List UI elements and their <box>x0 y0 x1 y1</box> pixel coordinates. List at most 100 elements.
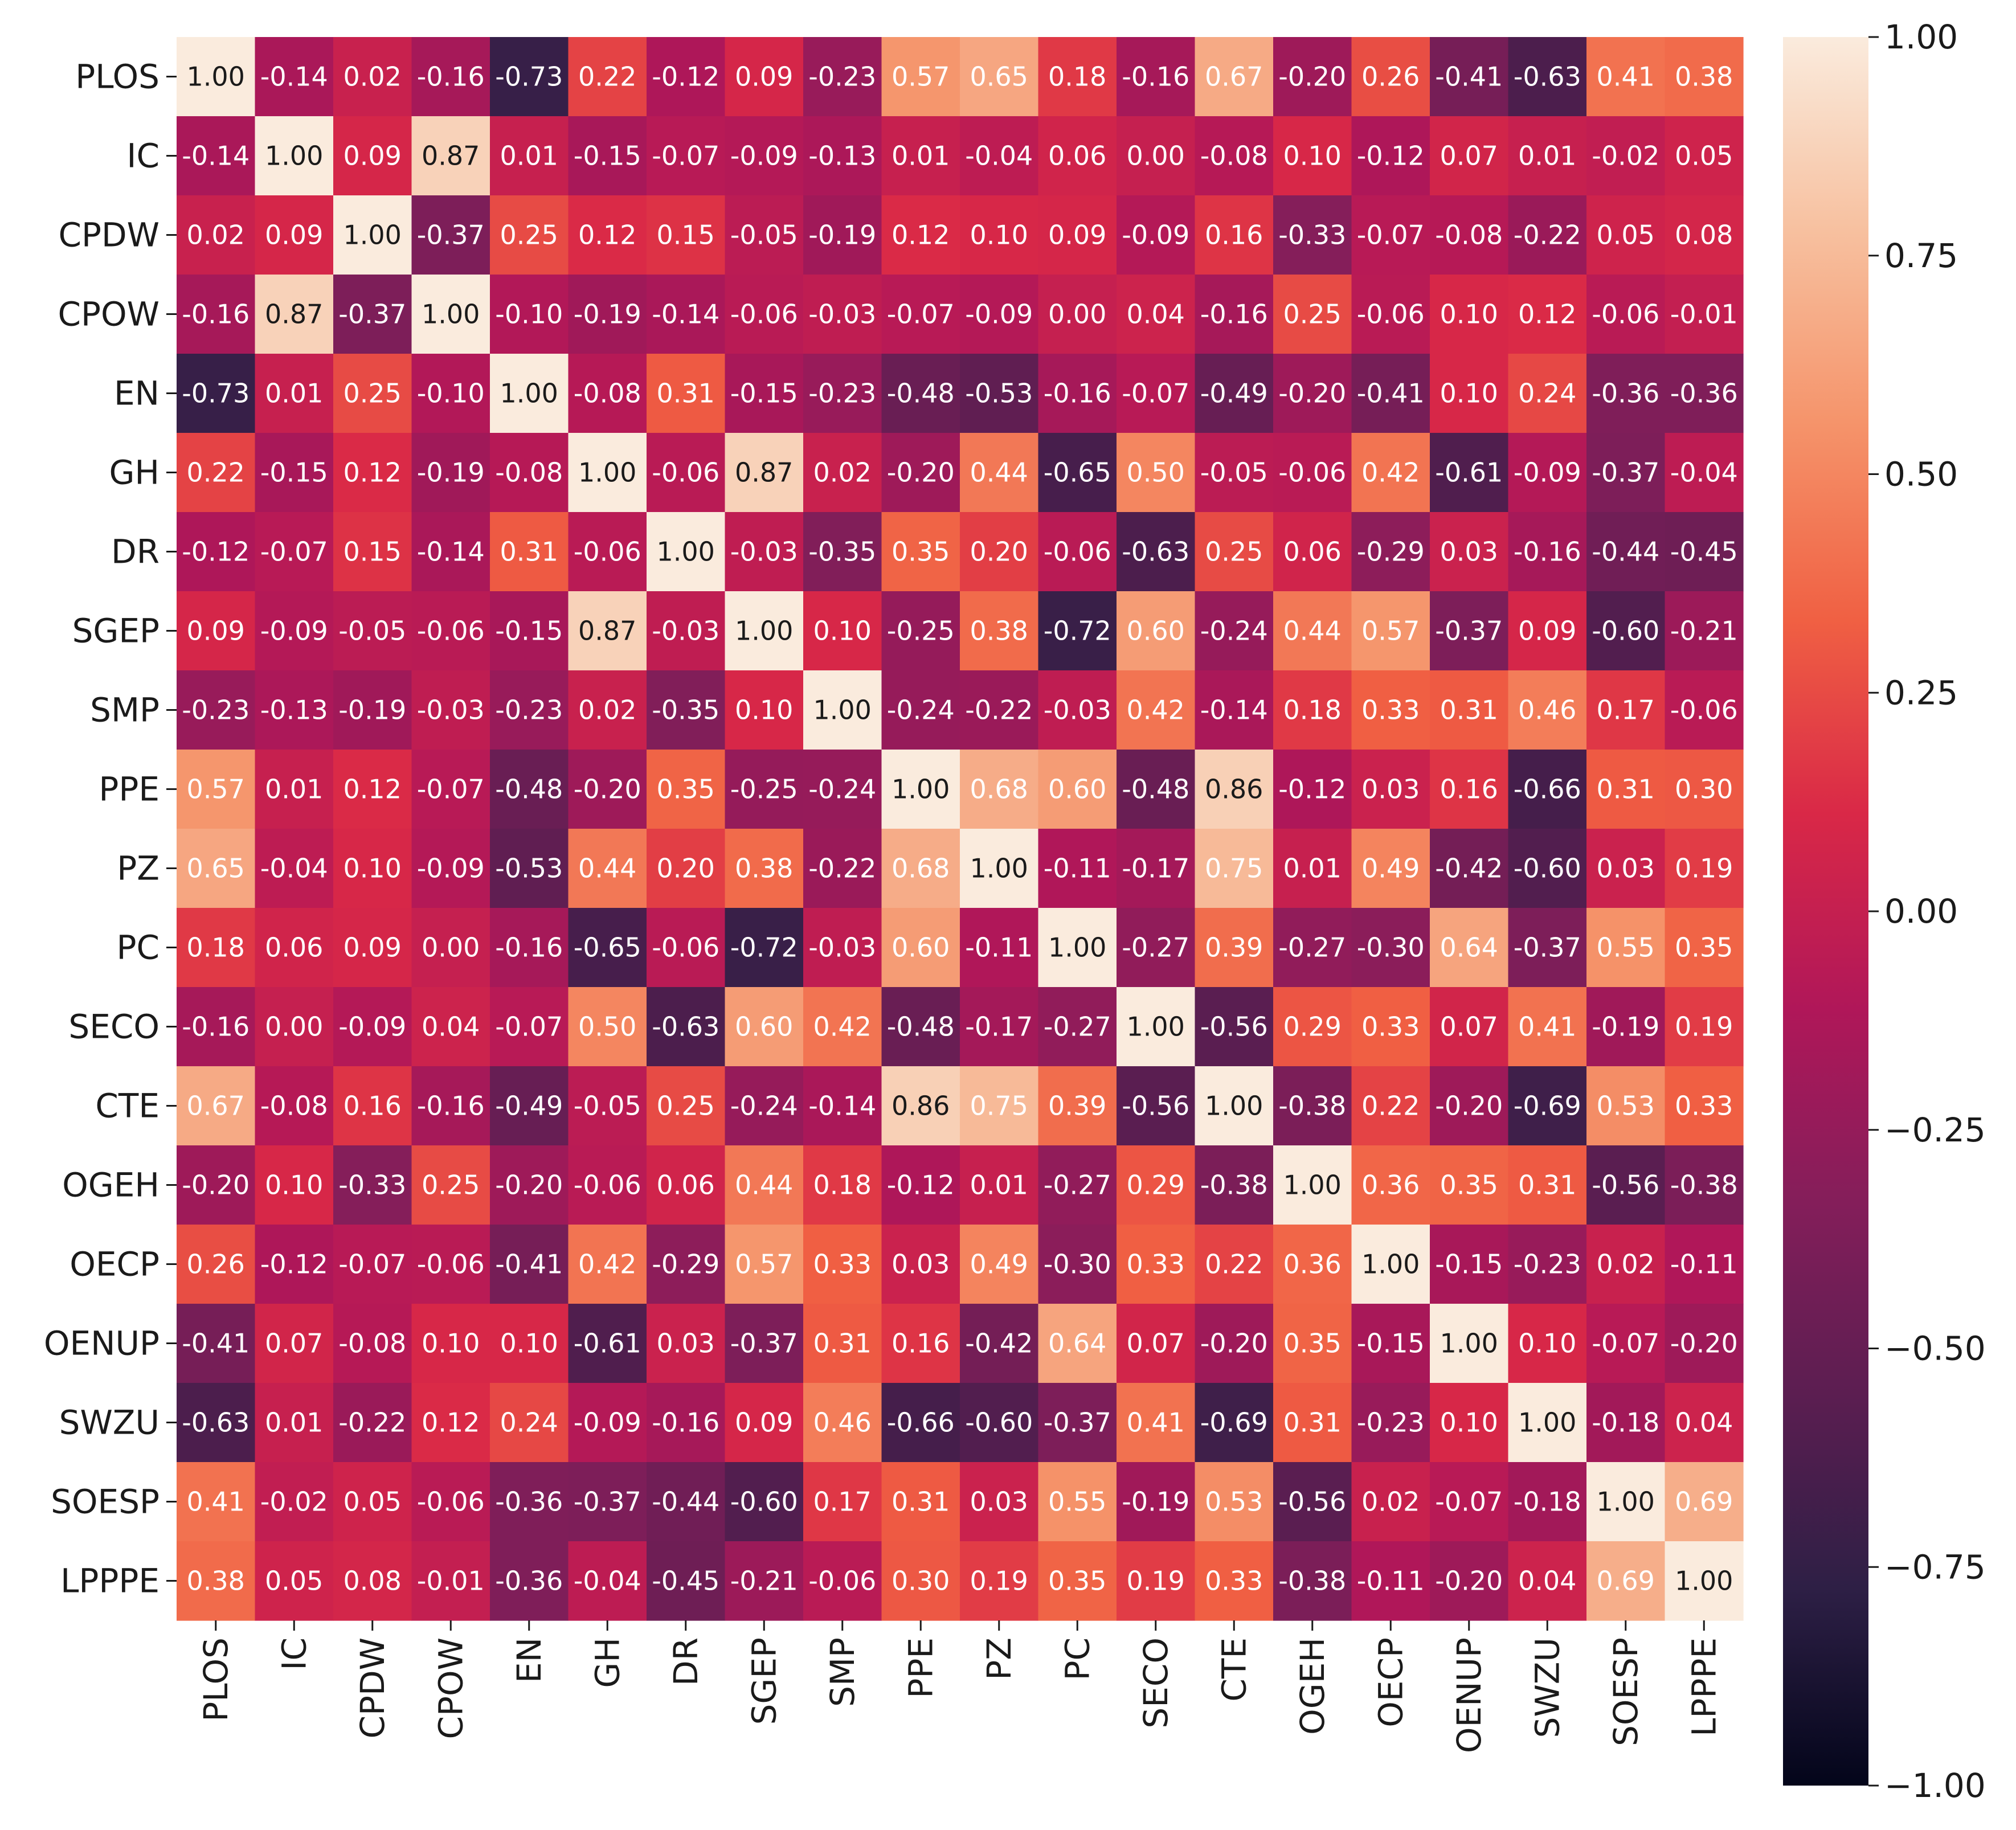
heatmap-cell <box>490 908 569 988</box>
heatmap-cell <box>411 512 490 592</box>
heatmap-cell <box>1430 1304 1509 1383</box>
heatmap-cell <box>960 1225 1039 1304</box>
heatmap-cell <box>1430 829 1509 908</box>
heatmap-cell <box>1273 987 1352 1067</box>
heatmap-cell <box>1351 354 1430 433</box>
heatmap-cell <box>960 750 1039 829</box>
cell-value-label: 0.36 <box>1361 1170 1420 1201</box>
heatmap-cell <box>568 1145 647 1225</box>
heatmap-cell <box>1430 1145 1509 1225</box>
heatmap-cell <box>1586 116 1666 196</box>
cell-value-label: 0.29 <box>1283 1012 1342 1042</box>
heatmap-cell <box>333 433 412 513</box>
heatmap-cell <box>1586 37 1666 117</box>
heatmap-cell <box>1038 1066 1117 1146</box>
heatmap-cell <box>647 1304 726 1383</box>
heatmap-cell <box>881 987 960 1067</box>
x-tick-label: EN <box>510 1637 549 1683</box>
heatmap-cell <box>803 1541 882 1621</box>
cell-value-label: -0.21 <box>1670 616 1738 646</box>
cell-value-label: -0.24 <box>730 1091 798 1121</box>
heatmap-cell <box>1351 829 1430 908</box>
heatmap-cell <box>1117 512 1196 592</box>
heatmap-cell <box>1273 1541 1352 1621</box>
heatmap-cell <box>177 1541 256 1621</box>
heatmap-cell <box>1586 829 1666 908</box>
cell-value-label: -0.09 <box>417 853 485 884</box>
cell-value-label: -0.03 <box>417 695 485 726</box>
x-tick-label: PPE <box>901 1637 940 1698</box>
cell-value-label: -0.13 <box>260 695 328 726</box>
heatmap-cell <box>725 829 804 908</box>
heatmap-cell <box>490 37 569 117</box>
heatmap-cell <box>1117 1304 1196 1383</box>
cell-value-label: -0.60 <box>965 1407 1033 1438</box>
heatmap-cell <box>1665 195 1744 275</box>
cell-value-label: -0.30 <box>1357 932 1425 963</box>
cell-value-label: 0.87 <box>265 299 323 330</box>
heatmap-cell <box>881 1462 960 1542</box>
heatmap-cell <box>1430 195 1509 275</box>
cell-value-label: 0.31 <box>1597 774 1655 805</box>
cell-value-label: -0.20 <box>495 1170 563 1201</box>
heatmap-cell <box>1273 1066 1352 1146</box>
heatmap-cell <box>1273 591 1352 671</box>
heatmap-cell <box>1665 1225 1744 1304</box>
colorbar-tick-label: 0.75 <box>1884 236 1958 275</box>
cell-value-label: -0.20 <box>1435 1566 1503 1596</box>
cell-value-label: -0.29 <box>1357 537 1425 567</box>
x-tick-label: OENUP <box>1450 1637 1489 1753</box>
heatmap-cell <box>1508 1383 1587 1463</box>
heatmap-cell <box>411 591 490 671</box>
cell-value-label: 0.12 <box>422 1407 480 1438</box>
x-tick-label: CPOW <box>431 1637 470 1739</box>
heatmap-cell <box>490 1304 569 1383</box>
cell-value-label: -0.12 <box>652 62 719 92</box>
heatmap-cell <box>1038 1225 1117 1304</box>
cell-value-label: -0.29 <box>652 1249 719 1280</box>
cell-value-label: 0.20 <box>657 853 715 884</box>
heatmap-cell <box>177 433 256 513</box>
heatmap-cell <box>647 433 726 513</box>
cell-value-label: 0.07 <box>1127 1328 1185 1359</box>
heatmap-cell <box>490 195 569 275</box>
heatmap-cell <box>1430 354 1509 433</box>
heatmap-cell <box>1195 1225 1274 1304</box>
cell-value-label: -0.19 <box>338 695 406 726</box>
heatmap-cell <box>1508 1541 1587 1621</box>
heatmap-cell <box>568 1383 647 1463</box>
x-tick-label: GH <box>588 1637 627 1688</box>
y-tick-label: PC <box>117 928 160 967</box>
heatmap-cell <box>1351 433 1430 513</box>
cell-value-label: 0.22 <box>1205 1249 1263 1280</box>
y-tick-label: CPOW <box>58 295 160 334</box>
heatmap-cell <box>490 750 569 829</box>
heatmap-cell <box>1195 1304 1274 1383</box>
cell-value-label: -0.09 <box>260 616 328 646</box>
cell-value-label: -0.73 <box>182 378 250 409</box>
heatmap-cell <box>177 670 256 750</box>
cell-value-label: -0.03 <box>808 299 876 330</box>
cell-value-label: -0.07 <box>1592 1328 1659 1359</box>
cell-value-label: 0.09 <box>1518 616 1576 646</box>
cell-value-label: -0.07 <box>260 537 328 567</box>
cell-value-label: -0.41 <box>182 1328 250 1359</box>
cell-value-label: 0.39 <box>1048 1091 1106 1121</box>
heatmap-cell <box>881 1066 960 1146</box>
heatmap-cell <box>1665 116 1744 196</box>
cell-value-label: -0.65 <box>1044 457 1111 488</box>
x-tick-label: OGEH <box>1293 1637 1332 1735</box>
cell-value-label: 0.31 <box>813 1328 872 1359</box>
heatmap-cell <box>1665 1066 1744 1146</box>
heatmap-cell <box>881 354 960 433</box>
cell-value-label: -0.24 <box>808 774 876 805</box>
cell-value-label: -0.07 <box>1435 1487 1503 1517</box>
heatmap-cell <box>490 275 569 354</box>
cell-value-label: -0.08 <box>338 1328 406 1359</box>
cell-value-label: 0.35 <box>657 774 715 805</box>
heatmap-cell <box>881 591 960 671</box>
cell-value-label: 0.25 <box>1205 537 1263 567</box>
heatmap-cell <box>725 1225 804 1304</box>
heatmap-cell <box>1508 987 1587 1067</box>
y-tick-label: SGEP <box>72 612 160 650</box>
